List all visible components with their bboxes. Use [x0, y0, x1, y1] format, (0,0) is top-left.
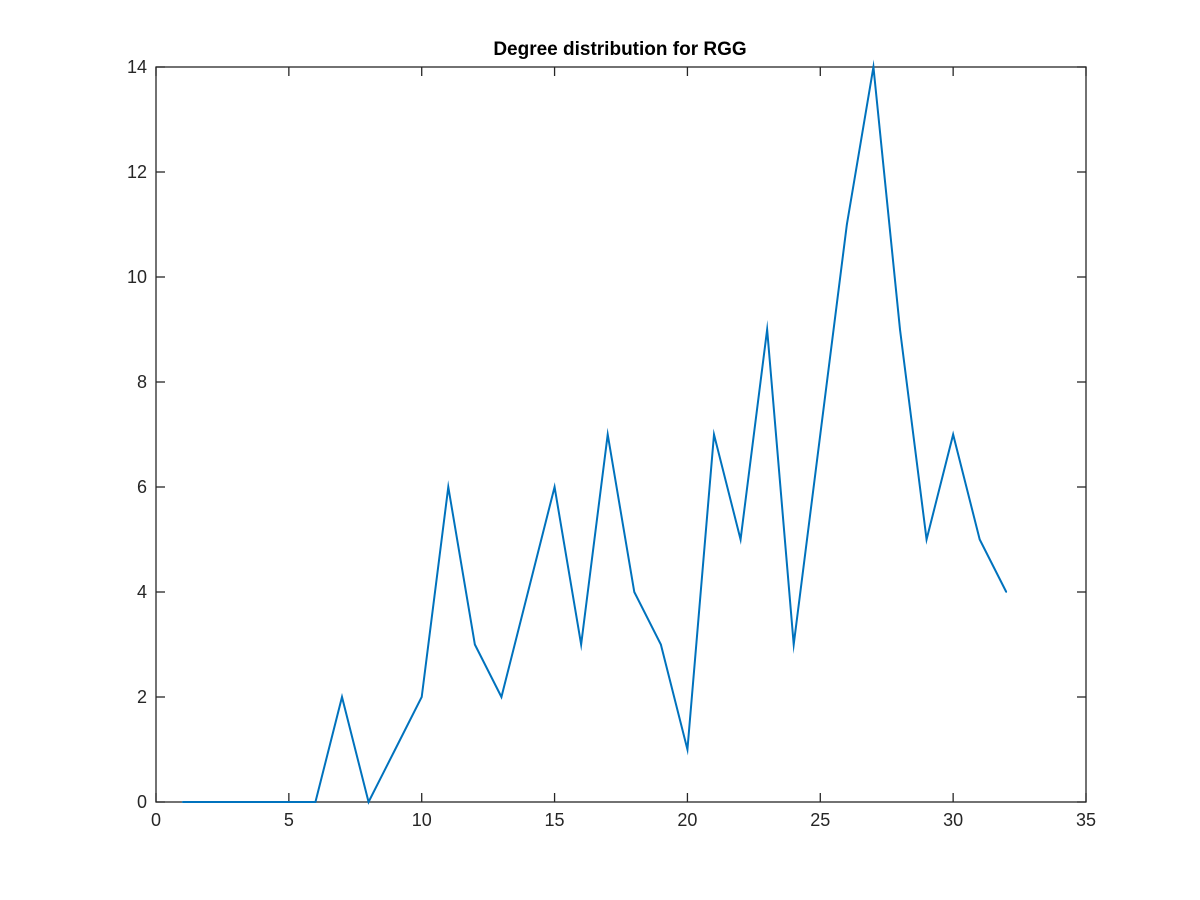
data-point [846, 223, 848, 226]
data-point [792, 643, 795, 646]
data-point [527, 591, 529, 593]
data-point [367, 801, 370, 803]
data-point [580, 643, 582, 646]
plot-area: 0 5 10 15 20 25 30 35 0 2 4 6 8 10 12 14 [127, 57, 1096, 830]
data-point [234, 801, 237, 803]
data-point [261, 801, 264, 803]
data-point [420, 696, 423, 698]
x-tick-label: 30 [943, 810, 963, 830]
data-point [1005, 591, 1008, 593]
data-point [978, 538, 981, 541]
y-tick-label: 4 [137, 582, 147, 602]
axes-box [155, 66, 1087, 803]
data-point [288, 801, 290, 803]
chart-title: Degree distribution for RGG [493, 39, 746, 60]
x-tick-label: 20 [677, 810, 697, 830]
data-point [181, 801, 184, 803]
y-tick-label: 6 [137, 477, 147, 497]
y-tick-label: 2 [137, 687, 147, 707]
x-tick-label: 5 [284, 810, 294, 830]
data-point [447, 486, 450, 488]
data-point [314, 801, 317, 803]
data-point [660, 643, 662, 646]
y-tick-label: 8 [137, 372, 147, 392]
data-point [474, 643, 476, 646]
x-tick-label: 10 [412, 810, 432, 830]
data-point [394, 748, 396, 751]
x-tick-label: 35 [1076, 810, 1096, 830]
data-point [766, 328, 768, 331]
data-point [872, 66, 875, 68]
data-point [686, 748, 689, 751]
data-point [739, 538, 742, 541]
data-point [553, 486, 556, 488]
x-tick-label: 25 [810, 810, 830, 830]
data-point [899, 328, 901, 331]
data-point [925, 538, 928, 541]
y-tick-label: 10 [127, 267, 147, 287]
data-point [500, 696, 503, 698]
data-point [633, 591, 636, 593]
data-point [341, 696, 343, 698]
y-tick-label: 12 [127, 162, 147, 182]
x-tick-label: 0 [151, 810, 161, 830]
y-tick-label: 14 [127, 57, 147, 77]
x-tick-label: 15 [545, 810, 565, 830]
data-point [713, 433, 715, 436]
series-line-0 [182, 59, 1008, 805]
data-point [208, 801, 210, 803]
data-point [819, 433, 822, 436]
y-tick-label: 0 [137, 792, 147, 812]
data-point [952, 433, 954, 436]
data-point [606, 433, 609, 436]
